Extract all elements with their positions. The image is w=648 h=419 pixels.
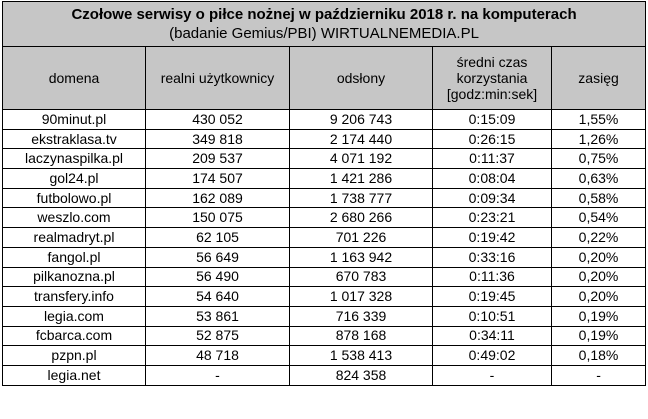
- cell-views: 701 226: [289, 227, 433, 248]
- header-avg-time-line3: [godz:min:sek]: [446, 86, 538, 102]
- cell-reach: 0,54%: [550, 207, 647, 229]
- cell-users: 162 089: [145, 187, 290, 209]
- cell-time: -: [432, 364, 552, 386]
- header-domain: domena: [2, 46, 146, 110]
- cell-reach: 0,19%: [550, 305, 647, 327]
- cell-time: 0:23:21: [432, 207, 552, 229]
- table-subtitle: (badanie Gemius/PBI) WIRTUALNEMEDIA.PL: [169, 25, 479, 42]
- cell-users: 48 718: [145, 345, 290, 366]
- table-row: fangol.pl 56 649 1 163 942 0:33:16 0,20%: [2, 246, 647, 268]
- header-views: odsłony: [289, 46, 433, 110]
- cell-time: 0:11:36: [432, 266, 552, 288]
- table-title: Czołowe serwisy o piłce nożnej w paździe…: [71, 6, 577, 23]
- table-row: laczynaspilka.pl 209 537 4 071 192 0:11:…: [2, 148, 647, 170]
- cell-domain: gol24.pl: [2, 168, 146, 189]
- table-row: ekstraklasa.tv 349 818 2 174 440 0:26:15…: [2, 128, 647, 150]
- cell-domain: 90minut.pl: [2, 109, 146, 130]
- cell-views: 9 206 743: [289, 109, 433, 130]
- table-row: legia.com 53 861 716 339 0:10:51 0,19%: [2, 305, 647, 327]
- cell-users: 150 075: [145, 207, 290, 229]
- cell-views: 716 339: [289, 305, 433, 327]
- header-avg-time-line1: średni czas: [456, 54, 528, 70]
- cell-reach: 0,20%: [550, 286, 647, 307]
- cell-users: 56 490: [145, 266, 290, 288]
- cell-domain: legia.com: [2, 305, 146, 327]
- cell-views: 1 017 328: [289, 286, 433, 307]
- cell-domain: pilkanozna.pl: [2, 266, 146, 288]
- cell-reach: 1,26%: [550, 128, 647, 150]
- cell-time: 0:34:11: [432, 325, 552, 347]
- cell-time: 0:19:45: [432, 286, 552, 307]
- cell-reach: 0,19%: [550, 325, 647, 347]
- cell-views: 1 421 286: [289, 168, 433, 189]
- cell-domain: weszlo.com: [2, 207, 146, 229]
- table-title-cell: Czołowe serwisy o piłce nożnej w paździe…: [1, 1, 647, 47]
- cell-time: 0:49:02: [432, 345, 552, 366]
- table-body: 90minut.pl 430 052 9 206 743 0:15:09 1,5…: [2, 109, 647, 386]
- cell-views: 1 538 413: [289, 345, 433, 366]
- ranking-table: Czołowe serwisy o piłce nożnej w paździe…: [1, 1, 647, 386]
- cell-time: 0:09:34: [432, 187, 552, 209]
- cell-users: 52 875: [145, 325, 290, 347]
- cell-reach: 0,58%: [550, 187, 647, 209]
- table-row: realmadryt.pl 62 105 701 226 0:19:42 0,2…: [2, 227, 647, 248]
- cell-domain: fangol.pl: [2, 246, 146, 268]
- cell-views: 2 174 440: [289, 128, 433, 150]
- header-users: realni użytkownicy: [145, 46, 290, 110]
- cell-reach: 0,20%: [550, 266, 647, 288]
- cell-views: 1 163 942: [289, 246, 433, 268]
- cell-views: 670 783: [289, 266, 433, 288]
- cell-views: 4 071 192: [289, 148, 433, 170]
- cell-time: 0:10:51: [432, 305, 552, 327]
- cell-time: 0:15:09: [432, 109, 552, 130]
- cell-reach: -: [550, 364, 647, 386]
- table-row: weszlo.com 150 075 2 680 266 0:23:21 0,5…: [2, 207, 647, 229]
- cell-domain: legia.net: [2, 364, 146, 386]
- cell-users: 174 507: [145, 168, 290, 189]
- cell-domain: laczynaspilka.pl: [2, 148, 146, 170]
- cell-reach: 0,63%: [550, 168, 647, 189]
- cell-views: 824 358: [289, 364, 433, 386]
- table-row: pilkanozna.pl 56 490 670 783 0:11:36 0,2…: [2, 266, 647, 288]
- table-row: pzpn.pl 48 718 1 538 413 0:49:02 0,18%: [2, 345, 647, 366]
- cell-views: 2 680 266: [289, 207, 433, 229]
- table-row: futbolowo.pl 162 089 1 738 777 0:09:34 0…: [2, 187, 647, 209]
- cell-users: 62 105: [145, 227, 290, 248]
- header-row: domena realni użytkownicy odsłony średni…: [2, 46, 647, 110]
- cell-reach: 0,18%: [550, 345, 647, 366]
- header-avg-time: średni czas korzystania [godz:min:sek]: [432, 46, 552, 110]
- cell-users: 53 861: [145, 305, 290, 327]
- table-row: gol24.pl 174 507 1 421 286 0:08:04 0,63%: [2, 168, 647, 189]
- cell-views: 878 168: [289, 325, 433, 347]
- cell-users: 430 052: [145, 109, 290, 130]
- table-row: 90minut.pl 430 052 9 206 743 0:15:09 1,5…: [2, 109, 647, 130]
- header-avg-time-line2: korzystania: [456, 70, 528, 86]
- cell-reach: 0,20%: [550, 246, 647, 268]
- table-row: legia.net - 824 358 - -: [2, 364, 647, 386]
- cell-views: 1 738 777: [289, 187, 433, 209]
- ranking-table-container: Czołowe serwisy o piłce nożnej w paździe…: [1, 1, 647, 386]
- cell-domain: ekstraklasa.tv: [2, 128, 146, 150]
- cell-domain: transfery.info: [2, 286, 146, 307]
- cell-domain: pzpn.pl: [2, 345, 146, 366]
- cell-reach: 0,75%: [550, 148, 647, 170]
- cell-domain: fcbarca.com: [2, 325, 146, 347]
- header-reach: zasięg: [550, 46, 647, 110]
- table-row: fcbarca.com 52 875 878 168 0:34:11 0,19%: [2, 325, 647, 347]
- cell-users: -: [145, 364, 290, 386]
- cell-reach: 0,22%: [550, 227, 647, 248]
- table-row: transfery.info 54 640 1 017 328 0:19:45 …: [2, 286, 647, 307]
- cell-users: 54 640: [145, 286, 290, 307]
- cell-time: 0:26:15: [432, 128, 552, 150]
- cell-reach: 1,55%: [550, 109, 647, 130]
- cell-time: 0:33:16: [432, 246, 552, 268]
- cell-domain: realmadryt.pl: [2, 227, 146, 248]
- cell-users: 209 537: [145, 148, 290, 170]
- cell-users: 349 818: [145, 128, 290, 150]
- cell-users: 56 649: [145, 246, 290, 268]
- cell-time: 0:11:37: [432, 148, 552, 170]
- cell-time: 0:19:42: [432, 227, 552, 248]
- cell-time: 0:08:04: [432, 168, 552, 189]
- cell-domain: futbolowo.pl: [2, 187, 146, 209]
